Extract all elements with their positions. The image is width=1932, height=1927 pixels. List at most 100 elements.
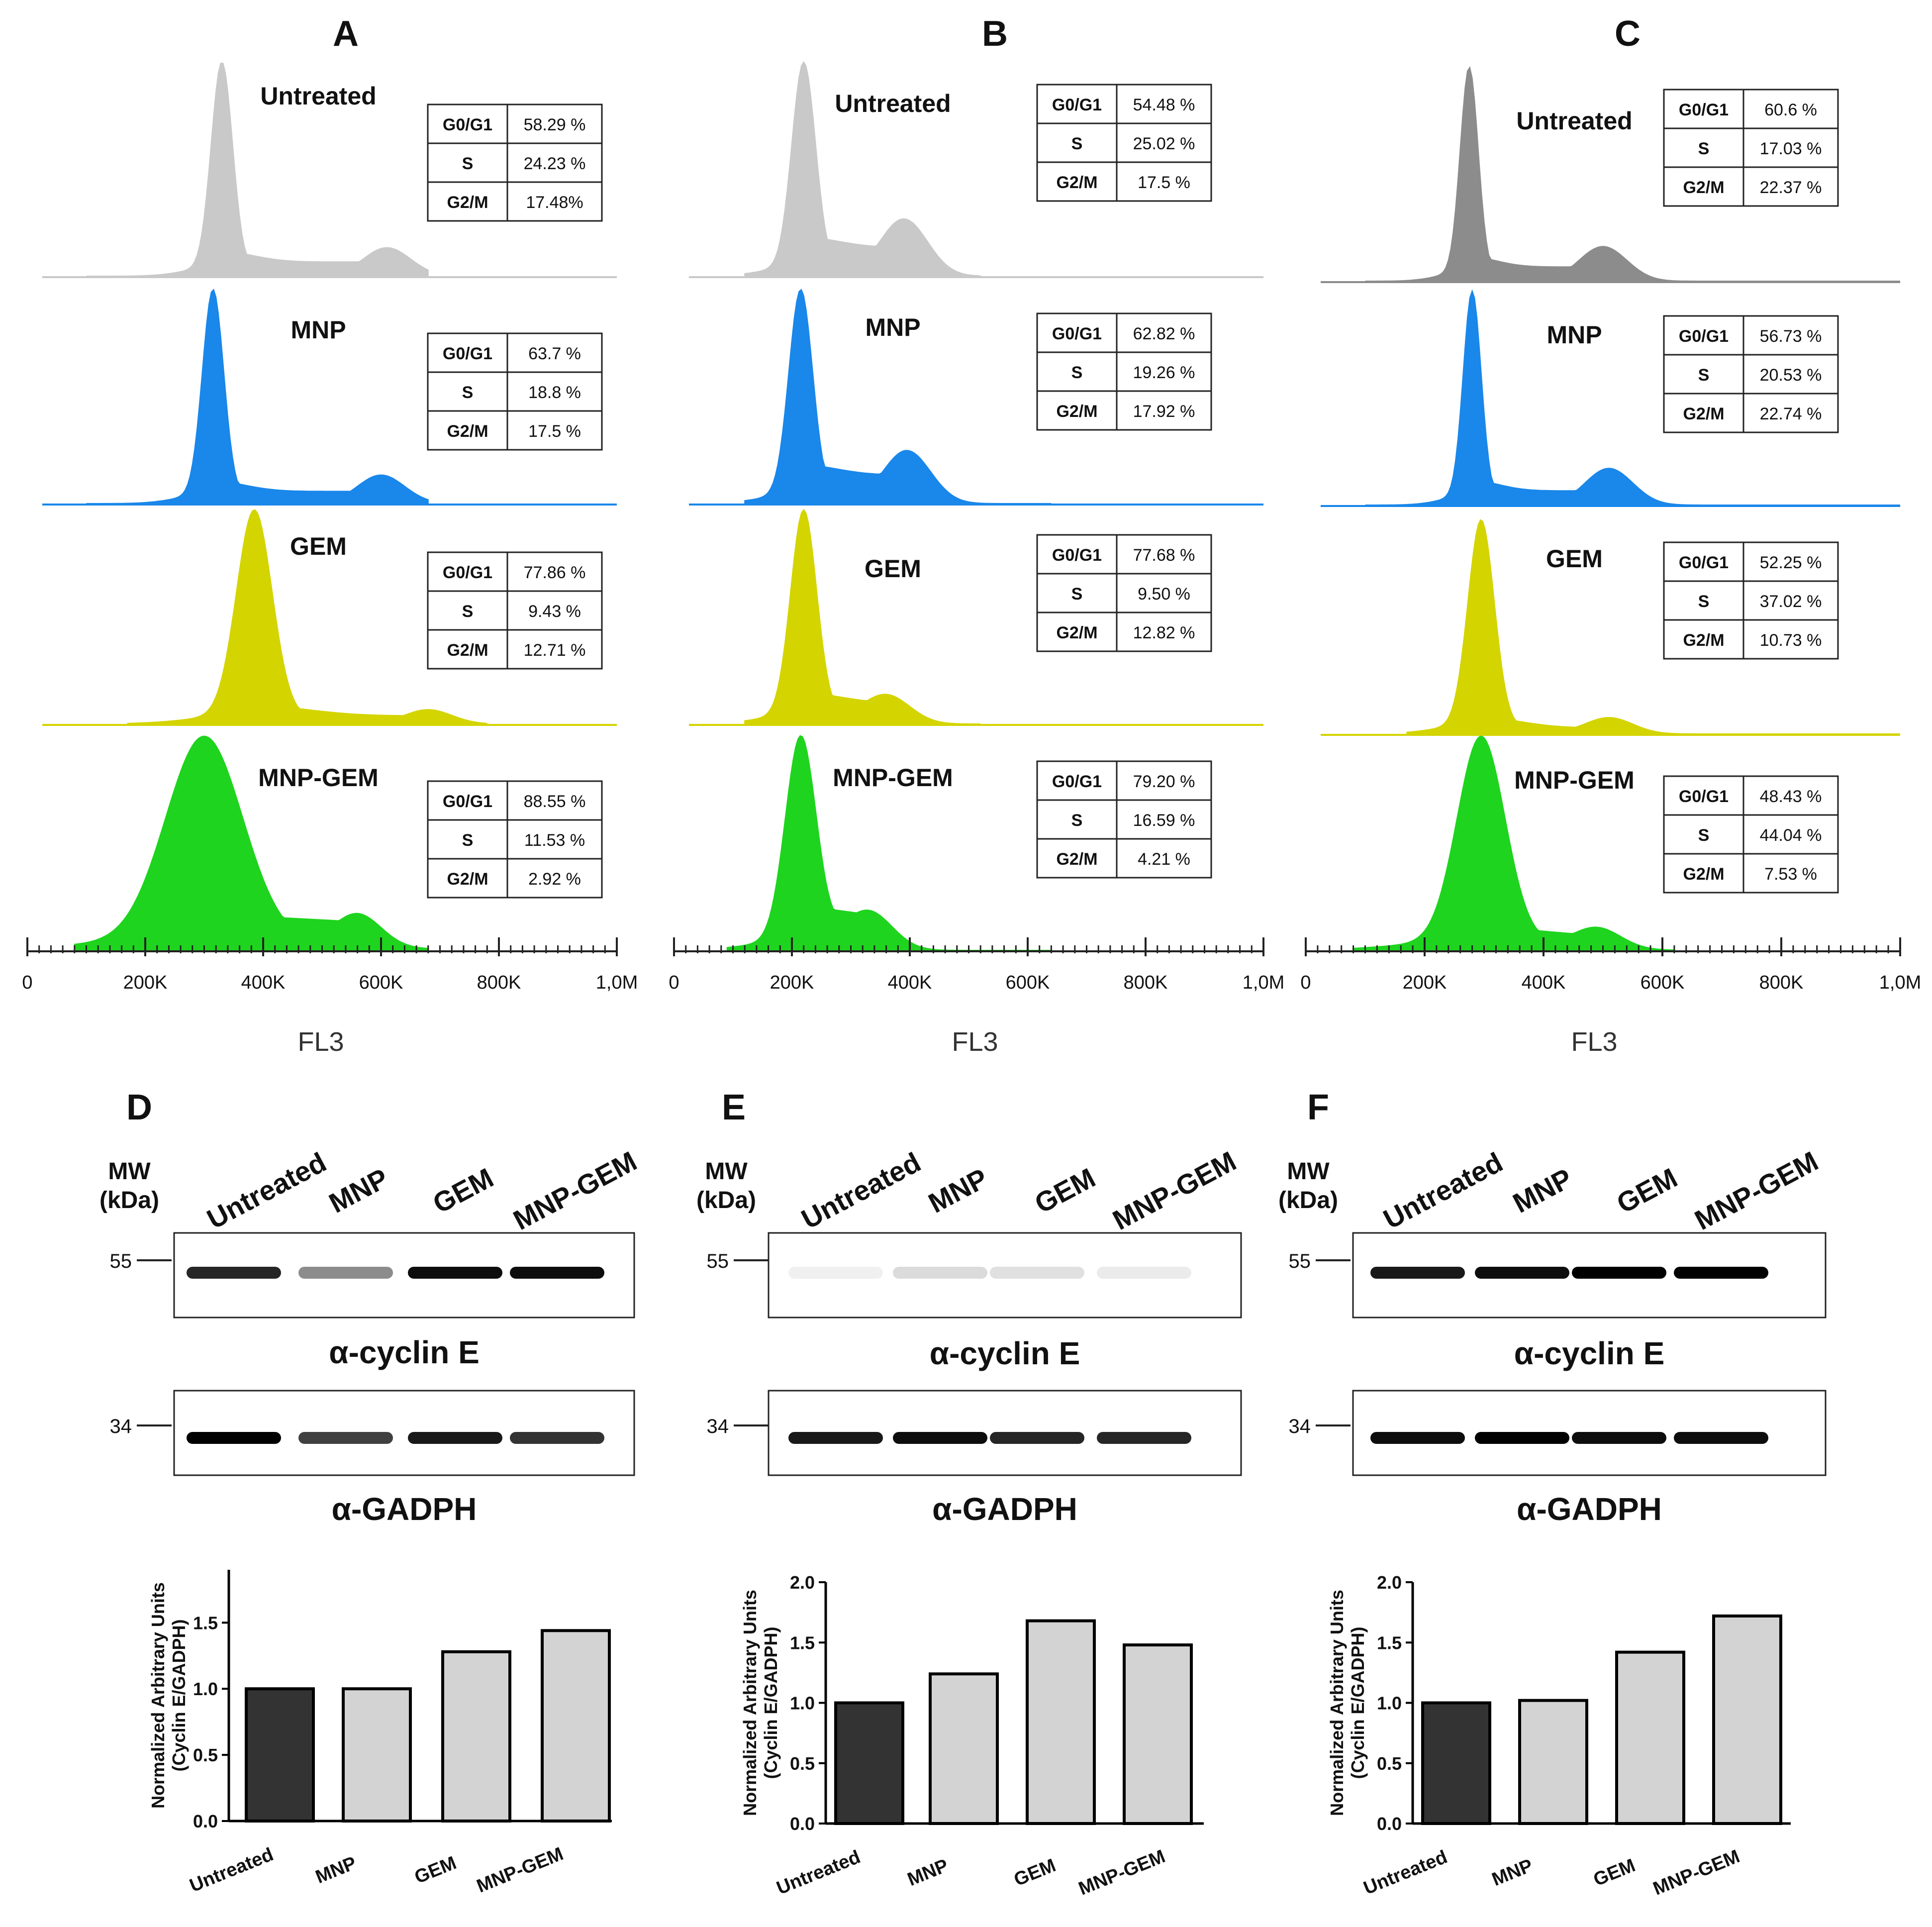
band bbox=[1674, 1432, 1768, 1444]
phase-value: 60.6 % bbox=[1764, 101, 1817, 119]
x-tick-label: GEM bbox=[1591, 1855, 1639, 1890]
phase-table: G0/G1 62.82 % S 19.26 % G2/M 17.92 % bbox=[1036, 312, 1212, 431]
x-tick-label: MNP-GEM bbox=[474, 1843, 566, 1897]
y-axis-label-line: (Cyclin E/GADPH) bbox=[761, 1626, 781, 1779]
phase-value: 62.82 % bbox=[1133, 324, 1195, 343]
series-label: MNP-GEM bbox=[833, 764, 953, 792]
phase-value: 22.37 % bbox=[1760, 178, 1822, 197]
band bbox=[408, 1267, 502, 1279]
panel-letter: E bbox=[722, 1088, 746, 1127]
phase-value: 52.25 % bbox=[1760, 553, 1822, 572]
antibody-label: α-cyclin E bbox=[329, 1334, 480, 1370]
y-tick-label: 2.0 bbox=[1377, 1572, 1402, 1593]
y-tick-label: 1.5 bbox=[790, 1632, 815, 1653]
histogram-area bbox=[744, 508, 981, 724]
phase-value: 17.5 % bbox=[528, 422, 581, 441]
phase-label: G0/G1 bbox=[443, 563, 492, 582]
histogram-area bbox=[1352, 735, 1675, 951]
phase-table: G0/G1 48.43 % S 44.04 % G2/M 7.53 % bbox=[1663, 775, 1839, 894]
marker-label: 34 bbox=[110, 1416, 132, 1437]
phase-label: G0/G1 bbox=[443, 115, 492, 134]
bar-mnp bbox=[1518, 1699, 1588, 1825]
table-border bbox=[1036, 84, 1212, 202]
phase-label: S bbox=[462, 831, 474, 850]
y-tick-label: 0.5 bbox=[193, 1745, 218, 1765]
antibody-label: α-GADPH bbox=[1517, 1491, 1662, 1527]
lane-label: MNP bbox=[1508, 1162, 1577, 1219]
bar-mnp-gem bbox=[1712, 1614, 1782, 1825]
marker-label: 34 bbox=[1289, 1416, 1311, 1437]
y-tick-label: 0.0 bbox=[790, 1814, 815, 1834]
y-tick-label: 1.0 bbox=[193, 1679, 218, 1699]
phase-value: 77.68 % bbox=[1133, 546, 1195, 565]
band bbox=[1674, 1267, 1768, 1279]
lane-label: GEM bbox=[428, 1162, 498, 1219]
band bbox=[408, 1432, 502, 1444]
phase-value: 25.02 % bbox=[1133, 134, 1195, 153]
histogram-mnp: MNP G0/G1 56.73 % S 20.53 % G2/M 22.74 % bbox=[1321, 289, 1900, 507]
band bbox=[298, 1432, 393, 1444]
table-border bbox=[427, 103, 603, 222]
tick-label: 0 bbox=[669, 972, 679, 993]
y-axis-label-line: Normalized Arbitrary Units bbox=[740, 1590, 760, 1816]
lane-label: MNP-GEM bbox=[1690, 1145, 1824, 1236]
series-label: Untreated bbox=[835, 90, 951, 117]
tick-label: 1,0M bbox=[1243, 972, 1284, 993]
y-tick-label: 1.0 bbox=[790, 1693, 815, 1714]
band bbox=[990, 1432, 1084, 1444]
phase-label: S bbox=[1071, 811, 1083, 830]
bar-chart-e: 0.0 0.5 1.0 1.5 2.0 Untreated MNP GEM MNP-GEM Nor… bbox=[740, 1572, 1204, 1900]
tick-label: 1,0M bbox=[596, 972, 638, 993]
phase-value: 56.73 % bbox=[1760, 327, 1822, 346]
flow-panel-a: A Untreated G0/G1 58.29 % S 24.23 % G2/M 17.48%… bbox=[22, 14, 638, 1057]
x-tick-label: MNP-GEM bbox=[1650, 1846, 1742, 1900]
mw-label: MW (kDa) bbox=[99, 1158, 159, 1214]
blot-cyclin-e: 55 α-cyclin E bbox=[707, 1232, 1242, 1371]
tick-label: 600K bbox=[359, 972, 403, 993]
tick-label: 200K bbox=[1403, 972, 1447, 993]
x-tick-label: Untreated bbox=[187, 1844, 276, 1896]
band bbox=[1097, 1267, 1191, 1279]
x-axis-label: FL3 bbox=[297, 1027, 344, 1057]
histogram-mnp-gem: MNP-GEM G0/G1 48.43 % S 44.04 % G2/M 7.53 % bbox=[1321, 735, 1900, 952]
phase-label: S bbox=[1698, 592, 1710, 611]
band bbox=[788, 1432, 883, 1444]
tick-label: 600K bbox=[1006, 972, 1050, 993]
table-border bbox=[1036, 312, 1212, 431]
series-label: MNP-GEM bbox=[1514, 766, 1635, 794]
phase-table: G0/G1 77.68 % S 9.50 % G2/M 12.82 % bbox=[1036, 534, 1212, 652]
phase-label: G2/M bbox=[1056, 402, 1097, 421]
x-axis: 0 200K 400K 600K 800K 1,0M FL3 bbox=[22, 937, 638, 1057]
bar-mnp bbox=[342, 1687, 412, 1823]
series-label: GEM bbox=[865, 555, 921, 583]
antibody-label: α-GADPH bbox=[932, 1491, 1077, 1527]
band bbox=[1475, 1432, 1569, 1444]
histogram-gem: GEM G0/G1 77.68 % S 9.50 % G2/M 12.82 % bbox=[689, 508, 1263, 726]
phase-label: S bbox=[1071, 585, 1083, 604]
series-label: GEM bbox=[290, 532, 347, 560]
phase-value: 48.43 % bbox=[1760, 787, 1822, 806]
phase-value: 4.21 % bbox=[1138, 850, 1190, 869]
phase-label: S bbox=[1071, 363, 1083, 382]
phase-label: G0/G1 bbox=[443, 344, 492, 363]
mw-label-line: (kDa) bbox=[696, 1187, 756, 1214]
table-border bbox=[1663, 315, 1839, 433]
marker-label: 55 bbox=[1289, 1250, 1311, 1272]
phase-label: G2/M bbox=[1056, 850, 1097, 869]
phase-value: 88.55 % bbox=[524, 792, 586, 811]
marker-label: 34 bbox=[707, 1416, 729, 1437]
tick-label: 400K bbox=[1522, 972, 1566, 993]
series-label: MNP bbox=[290, 316, 346, 344]
phase-table: G0/G1 52.25 % S 37.02 % G2/M 10.73 % bbox=[1663, 541, 1839, 660]
phase-label: G2/M bbox=[1683, 631, 1724, 650]
band bbox=[1572, 1267, 1666, 1279]
tick-label: 800K bbox=[1124, 972, 1168, 993]
phase-value: 20.53 % bbox=[1760, 366, 1822, 385]
phase-value: 17.48% bbox=[526, 193, 583, 212]
mw-label-line: MW bbox=[1287, 1158, 1330, 1185]
lane-label: MNP-GEM bbox=[508, 1145, 642, 1236]
y-tick-label: 1.0 bbox=[1377, 1693, 1402, 1714]
bar-chart-f: 0.0 0.5 1.0 1.5 2.0 Untreated MNP GEM MNP-GEM Nor… bbox=[1327, 1572, 1791, 1900]
tick-label: 400K bbox=[241, 972, 286, 993]
